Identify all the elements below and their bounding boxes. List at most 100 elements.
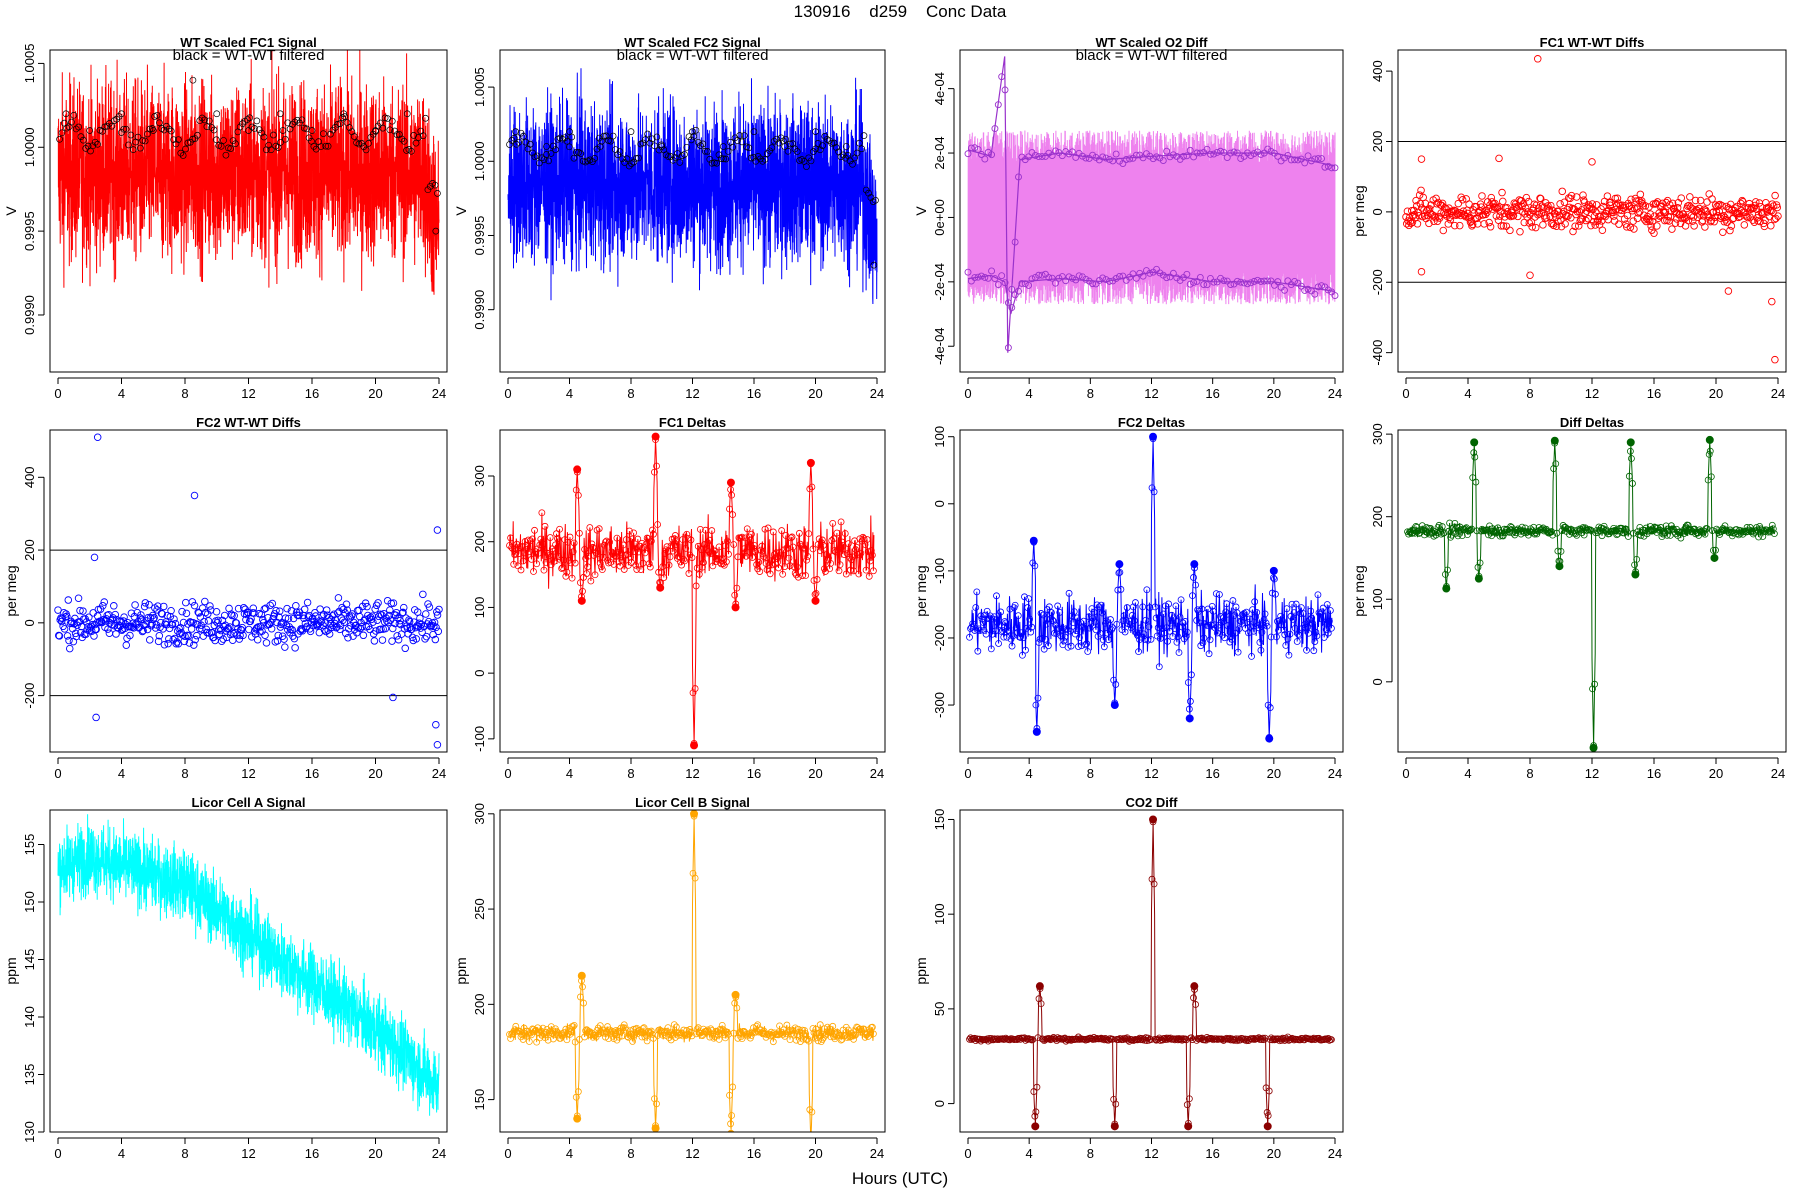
panel-title: FC2 Deltas bbox=[1118, 415, 1185, 430]
y-axis: 050100150ppm bbox=[913, 809, 954, 1108]
data-point bbox=[1440, 227, 1447, 234]
data-point bbox=[422, 611, 429, 618]
event-point bbox=[1590, 744, 1597, 751]
data-point bbox=[301, 606, 308, 613]
event-point bbox=[657, 584, 664, 591]
event-point bbox=[1033, 728, 1040, 735]
filtered-point bbox=[628, 129, 634, 135]
x-tick-label: 24 bbox=[870, 386, 884, 401]
y-tick-label: 0.9995 bbox=[22, 211, 37, 251]
plot-area bbox=[1398, 55, 1786, 362]
y-tick-label: 1.0005 bbox=[472, 67, 487, 107]
y-tick-label: 300 bbox=[472, 465, 487, 487]
x-tick-label: 24 bbox=[432, 386, 446, 401]
y-tick-label: 150 bbox=[932, 809, 947, 831]
x-tick-label: 20 bbox=[368, 766, 382, 781]
event-point bbox=[1150, 816, 1157, 823]
y-tick-label: -2e-04 bbox=[932, 263, 947, 301]
x-tick-label: 24 bbox=[1771, 386, 1785, 401]
y-axis-label: ppm bbox=[453, 957, 469, 984]
x-tick-label: 4 bbox=[118, 386, 125, 401]
x-tick-label: 16 bbox=[1205, 1146, 1219, 1161]
data-point bbox=[1487, 223, 1494, 230]
x-tick-label: 12 bbox=[1585, 766, 1599, 781]
event-point bbox=[1150, 433, 1157, 440]
outlier-point bbox=[433, 721, 440, 728]
plot-area bbox=[967, 816, 1335, 1130]
y-tick-label: 0 bbox=[1370, 208, 1385, 215]
event-point bbox=[727, 1130, 734, 1137]
event-point bbox=[1116, 561, 1123, 568]
panel-title: Diff Deltas bbox=[1560, 415, 1624, 430]
data-point bbox=[1664, 197, 1671, 204]
event-point bbox=[1706, 436, 1713, 443]
data-point bbox=[402, 645, 409, 652]
data-point bbox=[1499, 198, 1506, 205]
data-point bbox=[371, 638, 378, 645]
event-point bbox=[1471, 439, 1478, 446]
x-axis: 0 4 8 12 16 20 24 bbox=[54, 378, 446, 401]
filtered-point bbox=[190, 77, 196, 83]
x-tick-label: 4 bbox=[566, 766, 573, 781]
data-point bbox=[101, 599, 108, 606]
x-axis: 0 4 8 12 16 20 24 bbox=[964, 1138, 1342, 1161]
x-tick-label: 0 bbox=[54, 766, 61, 781]
x-tick-label: 20 bbox=[1267, 766, 1281, 781]
x-tick-label: 4 bbox=[1026, 1146, 1033, 1161]
panel-title: FC2 WT-WT Diffs bbox=[196, 415, 301, 430]
event-point bbox=[727, 479, 734, 486]
event-point bbox=[574, 1115, 581, 1122]
plot-area bbox=[507, 810, 877, 1145]
outlier-point bbox=[434, 741, 441, 748]
x-tick-label: 8 bbox=[1526, 386, 1533, 401]
data-point bbox=[132, 602, 139, 609]
panel-title: FC1 Deltas bbox=[659, 415, 726, 430]
x-tick-label: 4 bbox=[566, 1146, 573, 1161]
panel-title: CO2 Diff bbox=[1126, 795, 1179, 810]
x-tick-label: 24 bbox=[1771, 766, 1785, 781]
x-tick-label: 8 bbox=[1087, 1146, 1094, 1161]
data-point bbox=[1561, 199, 1568, 206]
panel-2: WT Scaled FC2 Signalblack = WT-WT filter… bbox=[453, 35, 885, 401]
x-tick-label: 12 bbox=[1585, 386, 1599, 401]
y-tick-label: 4e-04 bbox=[932, 72, 947, 105]
x-tick-label: 16 bbox=[305, 1146, 319, 1161]
x-tick-label: 8 bbox=[1087, 766, 1094, 781]
event-point bbox=[1032, 1123, 1039, 1130]
figure-canvas: WT Scaled FC1 Signalblack = WT-WT filter… bbox=[0, 0, 1800, 1200]
event-point bbox=[1475, 575, 1482, 582]
x-tick-label: 24 bbox=[870, 1146, 884, 1161]
data-point bbox=[180, 619, 187, 626]
y-tick-label: 0 bbox=[932, 1100, 947, 1107]
filtered-point bbox=[213, 137, 219, 143]
data-point bbox=[213, 608, 220, 615]
x-tick-label: 0 bbox=[964, 766, 971, 781]
y-tick-label: 0 bbox=[1370, 678, 1385, 685]
data-point bbox=[64, 633, 71, 640]
event-point bbox=[1632, 571, 1639, 578]
delta-series bbox=[1408, 442, 1775, 746]
y-axis-label: per meg bbox=[1351, 565, 1367, 616]
x-tick-label: 8 bbox=[181, 1146, 188, 1161]
event-point bbox=[1191, 561, 1198, 568]
licor-a-series bbox=[58, 814, 439, 1115]
event-point bbox=[574, 466, 581, 473]
x-axis: 0 4 8 12 16 20 24 bbox=[964, 758, 1342, 781]
filtered-point bbox=[214, 111, 220, 117]
y-axis-label: per meg bbox=[1351, 185, 1367, 236]
y-tick-label: 50 bbox=[932, 1002, 947, 1016]
data-point bbox=[304, 599, 311, 606]
y-axis: 130135140145150155ppm bbox=[3, 834, 44, 1143]
data-point bbox=[1702, 224, 1709, 231]
plot-area bbox=[1405, 436, 1778, 751]
x-tick-label: 4 bbox=[1026, 766, 1033, 781]
plot-area bbox=[58, 814, 439, 1115]
panel-6: FC1 Deltas0 4 8 12 16 20 24-1000100200300 bbox=[472, 415, 885, 781]
data-point bbox=[360, 632, 367, 639]
panel-5: FC2 WT-WT Diffs0 4 8 12 16 20 24-2000200400per… bbox=[3, 415, 447, 781]
outlier-point bbox=[1527, 272, 1534, 279]
panel-8: Diff Deltas0 4 8 12 16 20 240100200300per meg bbox=[1351, 415, 1786, 781]
x-tick-label: 16 bbox=[747, 766, 761, 781]
data-point bbox=[394, 633, 401, 640]
